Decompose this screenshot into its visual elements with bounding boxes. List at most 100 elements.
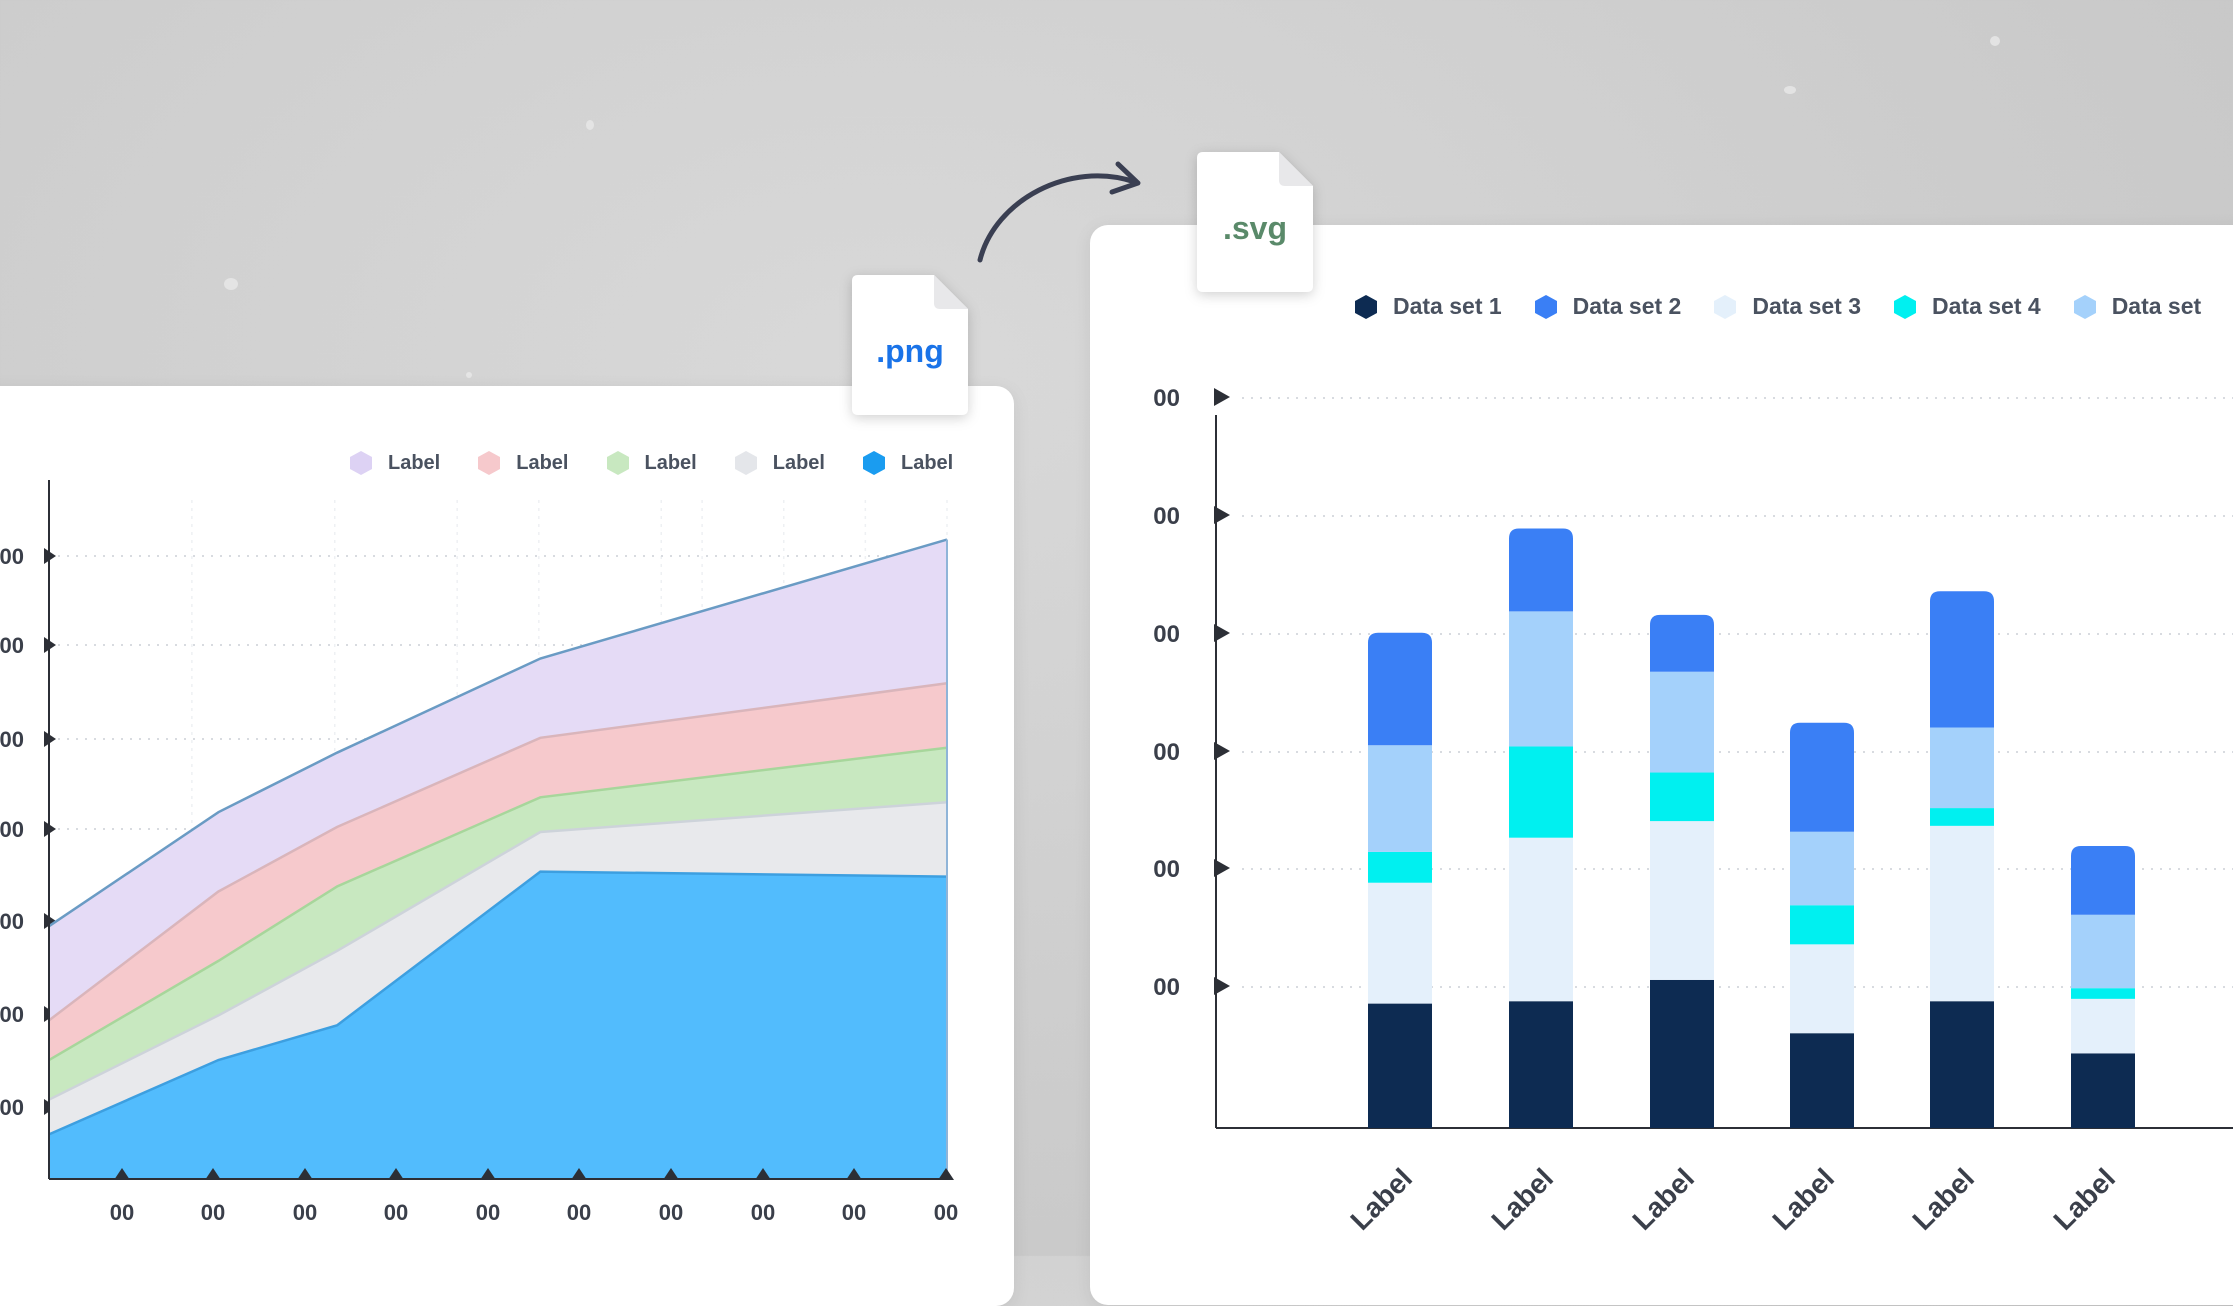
y-tick-arrow-icon — [1214, 388, 1230, 406]
hexagon-icon — [734, 451, 757, 475]
legend-item: Label — [861, 450, 953, 476]
legend-label: Data set 4 — [1932, 293, 2041, 319]
bar-segment — [1650, 821, 1714, 980]
x-tick-label: 00 — [201, 1200, 225, 1225]
x-tick-arrow-icon — [114, 1168, 130, 1180]
legend-label: Label — [516, 451, 569, 474]
legend-label: Data set 3 — [1752, 293, 1862, 319]
x-tick-arrow-icon — [663, 1168, 679, 1180]
y-tick-label: 00 — [1153, 739, 1180, 766]
x-category-label: Label — [1766, 1162, 1840, 1236]
legend-item: Data set — [2072, 293, 2201, 320]
bar-segment — [1790, 722, 1854, 832]
bar-segment — [1509, 611, 1573, 747]
svg-file-badge: .svg — [1197, 152, 1313, 292]
legend-label: Data set 2 — [1572, 293, 1682, 319]
bar-segment — [1650, 671, 1714, 773]
bar-segment — [2071, 998, 2135, 1054]
hexagon-icon — [350, 451, 372, 475]
area-band-edge — [48, 682, 948, 1022]
y-tick-label: 00 — [1153, 856, 1180, 883]
legend-item: Label — [348, 450, 440, 476]
bar-segment — [2071, 845, 2135, 915]
area-band — [49, 747, 947, 1100]
y-tick-label: 00 — [1153, 385, 1180, 412]
curved-arrow-icon — [977, 161, 1141, 263]
bar-segment — [1509, 837, 1573, 1002]
y-tick-label: 00 — [1153, 621, 1180, 648]
bar-segment — [1790, 831, 1854, 906]
bar-segment — [1650, 979, 1714, 1128]
hexagon-icon — [2073, 294, 2096, 319]
area-band — [49, 539, 947, 1021]
hexagon-icon — [1714, 294, 1737, 319]
x-tick-arrow-icon — [846, 1168, 862, 1180]
x-category-label: Label — [1485, 1162, 1559, 1236]
y-tick-arrow-icon — [1214, 742, 1230, 760]
bar-segment — [1650, 772, 1714, 822]
bar-chart-legend: Data set 1 Data set 2 Data set 3 Data se… — [1353, 293, 2201, 320]
y-tick-label: 00 — [1153, 503, 1180, 530]
bar-segment — [1368, 882, 1432, 1004]
area-band-edge — [48, 801, 948, 1101]
background-speck — [1990, 36, 2000, 46]
legend-item: Label — [476, 450, 569, 476]
y-tick-label: 00 — [0, 909, 24, 934]
y-tick-arrow-icon — [1214, 624, 1230, 642]
area-band — [49, 871, 947, 1179]
x-tick-arrow-icon — [480, 1168, 496, 1180]
file-extension-label: .svg — [1222, 210, 1288, 246]
area-band — [49, 802, 947, 1135]
x-tick-label: 00 — [476, 1200, 500, 1225]
bar-segment — [1368, 851, 1432, 883]
x-tick-label: 00 — [567, 1200, 591, 1225]
x-category-label: Label — [1344, 1162, 1418, 1236]
legend-item: Label — [733, 450, 825, 476]
bar-segment — [1930, 825, 1994, 1002]
hexagon-icon — [863, 451, 885, 475]
hexagon-icon — [1894, 294, 1917, 319]
y-tick-label: 00 — [0, 1002, 24, 1027]
x-tick-label: 00 — [110, 1200, 134, 1225]
area-chart-legend: Label Label Label Label Label — [348, 450, 953, 476]
background-speck — [1784, 86, 1796, 94]
x-tick-label: 00 — [659, 1200, 683, 1225]
legend-label: Label — [644, 451, 697, 474]
hexagon-icon — [478, 451, 501, 475]
legend-item: Data set 3 — [1712, 293, 1861, 320]
background-speck — [586, 120, 594, 130]
background-speck — [466, 372, 472, 378]
x-tick-label: 00 — [842, 1200, 866, 1225]
area-band-edge — [48, 538, 948, 928]
bar-segment — [2071, 1053, 2135, 1128]
bar-segment — [1368, 1003, 1432, 1128]
x-tick-label: 00 — [293, 1200, 317, 1225]
x-tick-arrow-icon — [297, 1168, 313, 1180]
bar-segment — [2071, 988, 2135, 999]
x-tick-arrow-icon — [938, 1168, 954, 1180]
x-category-label: Label — [1626, 1162, 1700, 1236]
file-extension-label: .png — [876, 333, 944, 369]
stacked-area-chart: 00 00 00 00 00 00 00 00 00 00 00 00 00 00 00 00 00 — [0, 480, 958, 1225]
bar-segment — [1930, 808, 1994, 826]
x-tick-arrow-icon — [571, 1168, 587, 1180]
background-speck — [224, 278, 238, 290]
file-icon — [852, 275, 968, 415]
y-tick-label: 00 — [0, 817, 24, 842]
y-tick-label: 00 — [0, 544, 24, 569]
legend-item: Data set 4 — [1892, 293, 2041, 320]
y-tick-arrow-icon — [1214, 506, 1230, 524]
y-tick-arrow-icon — [1214, 977, 1230, 995]
legend-label: Data set — [2111, 293, 2202, 319]
area-band — [49, 683, 947, 1061]
x-tick-arrow-icon — [388, 1168, 404, 1180]
y-tick-label: 00 — [1153, 974, 1180, 1001]
x-tick-arrow-icon — [755, 1168, 771, 1180]
legend-item: Data set 1 — [1353, 293, 1502, 320]
x-category-label: Label — [1906, 1162, 1980, 1236]
legend-item: Label — [605, 450, 697, 476]
bar-segment — [1930, 727, 1994, 809]
x-tick-label: 00 — [384, 1200, 408, 1225]
hexagon-icon — [1355, 294, 1377, 319]
file-icon — [1197, 152, 1313, 292]
